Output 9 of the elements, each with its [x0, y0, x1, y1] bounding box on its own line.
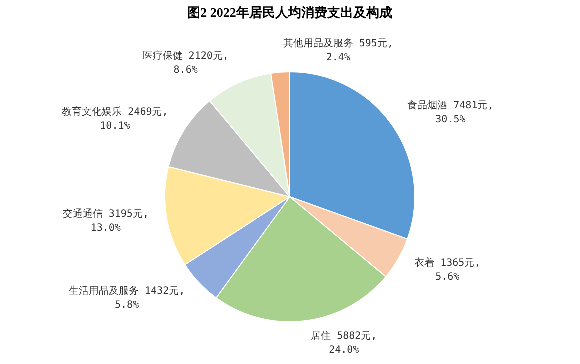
- slice-label: 教育文化娱乐 2469元, 10.1%: [62, 106, 168, 132]
- slice-label: 衣着 1365元, 5.6%: [414, 256, 481, 283]
- slice-label: 食品烟酒 7481元, 30.5%: [408, 99, 494, 126]
- slice-label: 居住 5882元, 24.0%: [311, 330, 378, 356]
- slice-label: 医疗保健 2120元, 8.6%: [142, 50, 229, 76]
- slice-label: 交通通信 3195元, 13.0%: [62, 208, 149, 234]
- chart-title: 图2 2022年居民人均消费支出及构成: [188, 5, 392, 20]
- slice-label: 其他用品及服务 595元, 2.4%: [283, 37, 394, 64]
- slice-label: 生活用品及服务 1432元, 5.8%: [68, 285, 186, 312]
